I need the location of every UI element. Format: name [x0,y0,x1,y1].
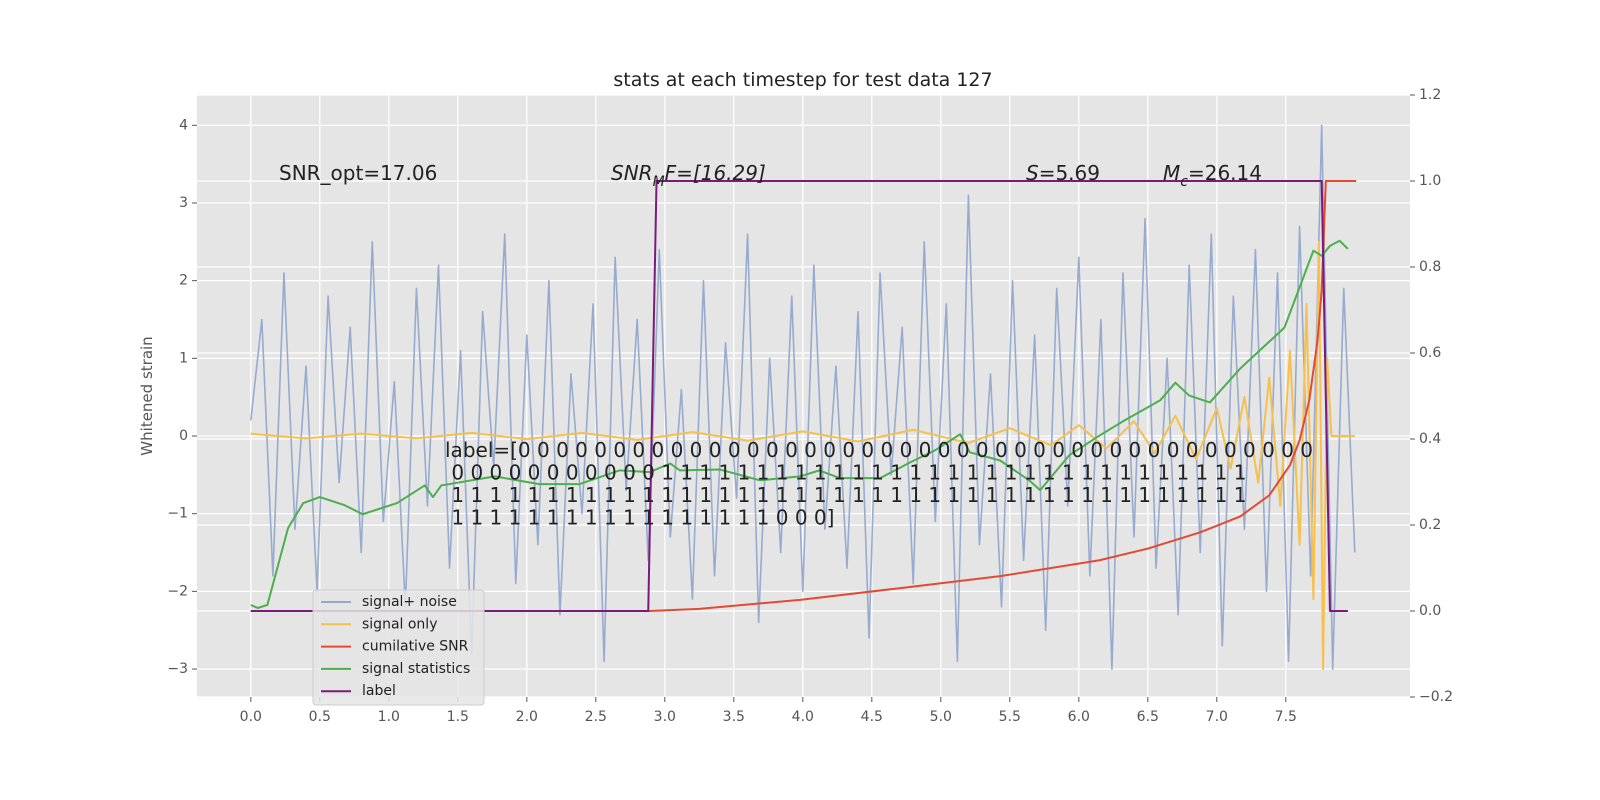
x-tick-label: 3.5 [723,709,745,725]
legend-label: signal+ noise [362,594,457,610]
annotation-part: F=[16.29] [665,161,766,185]
grid [197,94,1410,698]
annotation: Mc=26.14 [1163,161,1262,190]
x-tick-label: 6.0 [1068,709,1090,725]
legend-label: label [362,683,396,699]
annotation-part: M [1163,161,1180,185]
x-tick-label: 2.5 [585,709,607,725]
x-tick-label: 1.0 [378,709,400,725]
y-tick-label: 0 [179,428,188,444]
annotation-part: =5.69 [1039,161,1100,185]
x-tick-label: 3.0 [654,709,676,725]
legend-label: signal statistics [362,661,470,677]
series-line [250,239,1349,609]
x-tick-label: 0.0 [240,709,262,725]
label-line: label=[0 0 0 0 0 0 0 0 0 0 0 0 0 0 0 0 0… [445,438,1313,462]
x-tick-label: 6.5 [1137,709,1159,725]
legend-label: cumilative SNR [362,639,469,655]
x-tick-label: 4.5 [861,709,883,725]
x-tick-label: 0.5 [309,709,331,725]
y-tick-label: 4 [179,117,188,133]
x-tick-label: 5.0 [930,709,952,725]
label-line: 1 1 1 1 1 1 1 1 1 1 1 1 1 1 1 1 1 1 1 1 … [445,483,1246,507]
y2-tick-label: 0.4 [1419,431,1441,447]
annotation: SNRMF=[16.29] [611,161,766,190]
x-tick-label: 7.0 [1206,709,1228,725]
chart-title: stats at each timestep for test data 127 [613,69,992,91]
x-tick-label: 1.5 [447,709,469,725]
legend-box [312,589,485,706]
annotation: S=5.69 [1026,161,1100,185]
y-tick-label: 2 [179,273,188,289]
x-tick-label: 7.5 [1275,709,1297,725]
annotation-part: c [1180,174,1188,190]
y2-tick-label: 1.0 [1419,173,1441,189]
label-line: 0 0 0 0 0 0 0 0 0 0 0 1 1 1 1 1 1 1 1 1 … [445,461,1246,485]
x-tick-label: 4.0 [792,709,814,725]
legend: signal+ noise signal only cumilative SNR si… [312,589,485,706]
series-line [250,124,1356,670]
x-tick-label: 5.5 [999,709,1021,725]
y2-tick-label: 0.8 [1419,259,1441,275]
series-line [250,180,1357,612]
y2-tick-label: −0.2 [1419,689,1453,705]
y-tick-label: 1 [179,350,188,366]
y-tick-label: 3 [179,195,188,211]
legend-label: signal only [362,616,437,632]
y2-tick-label: 0.0 [1419,603,1441,619]
label-annotation: label=[0 0 0 0 0 0 0 0 0 0 0 0 0 0 0 0 0… [445,438,1313,530]
annotation: SNR_opt=17.06 [279,161,437,185]
series-line [250,240,1355,671]
series-line [250,180,1348,612]
y2-tick-label: 0.2 [1419,517,1441,533]
annotation-part: M [653,174,665,190]
annotation-part: SNR [611,161,653,185]
y-tick-label: −2 [167,583,188,599]
axes: 0.0 0.5 1.0 1.5 2.0 2.5 3.0 3.5 4.0 4.5 5.0 5.5 6.0 6… [167,87,1453,725]
x-tick-label: 2.0 [516,709,538,725]
label-line: 1 1 1 1 1 1 1 1 1 1 1 1 1 1 1 1 1 0 0 0] [445,506,834,530]
marks [250,124,1357,671]
y-axis-label: Whitened strain [138,336,156,455]
y2-tick-label: 1.2 [1419,87,1441,103]
y2-tick-label: 0.6 [1419,345,1441,361]
y-tick-label: −1 [167,506,188,522]
annotation-part: =26.14 [1188,161,1262,185]
annotation-part: S [1026,161,1039,185]
y-tick-label: −3 [167,661,188,677]
